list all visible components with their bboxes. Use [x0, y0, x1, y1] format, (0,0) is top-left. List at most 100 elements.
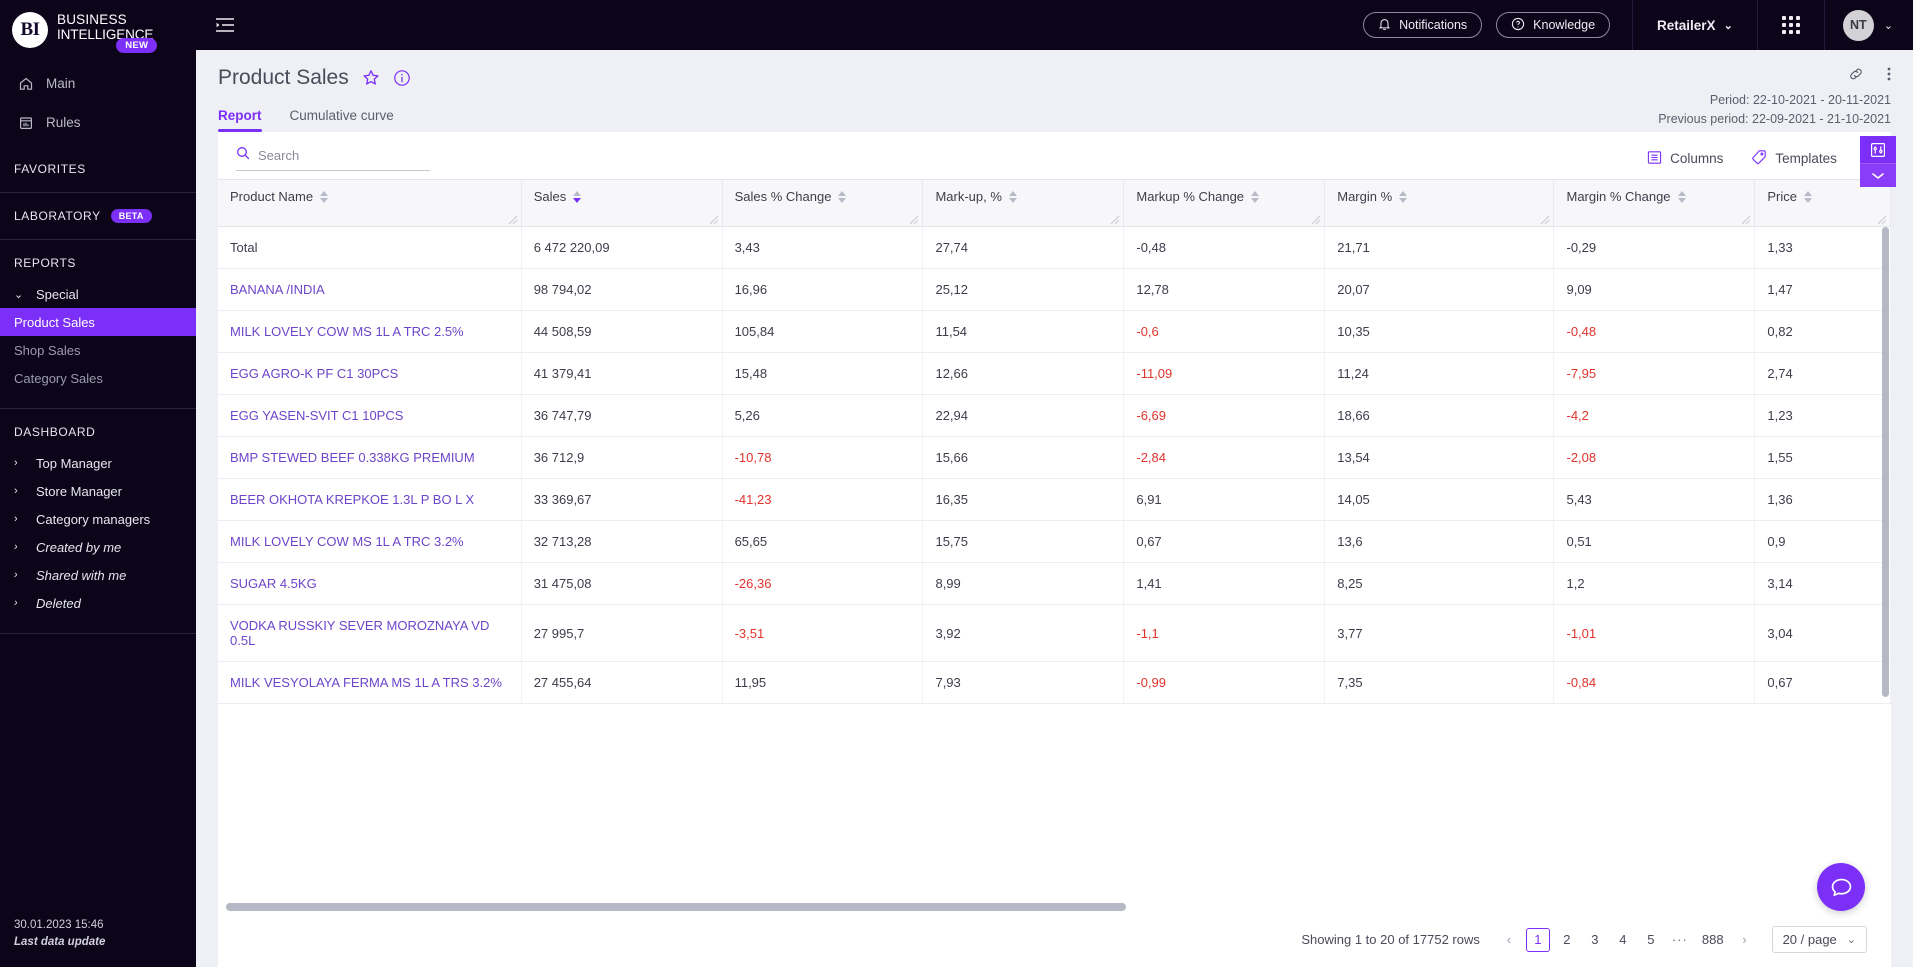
table-row[interactable]: BEER OKHOTA KREPKOE 1.3L P BO L X 33 369,… — [218, 478, 1891, 521]
sidebar-item-product-sales[interactable]: Product Sales — [0, 308, 196, 336]
sidebar-item-main[interactable]: Main — [0, 64, 196, 103]
sort-toggle-icon[interactable] — [573, 190, 582, 203]
sidebar-item-category-sales[interactable]: Category Sales — [0, 364, 196, 392]
cell-product-name[interactable]: MILK LOVELY COW MS 1L A TRC 3.2% — [218, 520, 522, 563]
pagination-page-2[interactable]: 2 — [1563, 932, 1571, 947]
tab-cumulative-curve[interactable]: Cumulative curve — [290, 108, 394, 132]
cell-product-name[interactable]: VODKA RUSSKIY SEVER MOROZNAYA VD 0.5L — [218, 604, 522, 662]
table-vertical-scrollbar[interactable] — [1882, 227, 1889, 697]
table-row[interactable]: EGG YASEN-SVIT C1 10PCS 36 747,79 5,26 22,9… — [218, 394, 1891, 437]
sidebar-item-deleted[interactable]: › Deleted — [0, 589, 196, 617]
column-resize-handle[interactable] — [508, 213, 518, 225]
apps-grid-icon[interactable] — [1758, 16, 1824, 34]
pagination-prev[interactable]: ‹ — [1506, 932, 1512, 947]
table-row[interactable]: SUGAR 4.5KG 31 475,08 -26,36 8,99 1,41 8,25 1,… — [218, 562, 1891, 605]
sort-toggle-icon[interactable] — [1677, 190, 1686, 203]
pagination-last-page[interactable]: 888 — [1701, 932, 1724, 947]
sidebar-item-category-managers[interactable]: › Category managers — [0, 505, 196, 533]
cell-product-name[interactable]: EGG AGRO-K PF C1 30PCS — [218, 352, 522, 395]
cell-product-name[interactable]: SUGAR 4.5KG — [218, 562, 522, 605]
sort-toggle-icon[interactable] — [838, 190, 847, 203]
table-horizontal-scrollbar[interactable] — [218, 900, 1891, 914]
chevron-right-icon: › — [14, 597, 18, 609]
sidebar-item-shared-with-me[interactable]: › Shared with me — [0, 561, 196, 589]
cell-margin: 3,77 — [1324, 604, 1555, 662]
cell-product-name[interactable]: BANANA /INDIA — [218, 268, 522, 311]
chat-support-button[interactable] — [1817, 863, 1865, 911]
cell-product-name[interactable]: MILK VESYOLAYA FERMA MS 1L A TRS 3.2% — [218, 661, 522, 704]
cell-product-name[interactable]: MILK LOVELY COW MS 1L A TRC 2.5% — [218, 310, 522, 353]
table-row[interactable]: BANANA /INDIA 98 794,02 16,96 25,12 12,78 20,… — [218, 268, 1891, 311]
sidebar-group-special[interactable]: ⌄ Special — [0, 280, 196, 308]
sidebar-item-store-manager[interactable]: › Store Manager — [0, 477, 196, 505]
column-resize-handle[interactable] — [1741, 213, 1751, 225]
column-resize-handle[interactable] — [1110, 213, 1120, 225]
notifications-button[interactable]: Notifications — [1363, 12, 1483, 38]
table-row[interactable]: MILK LOVELY COW MS 1L A TRC 2.5% 44 508,5… — [218, 310, 1891, 353]
table-row[interactable]: EGG AGRO-K PF C1 30PCS 41 379,41 15,48 12,6… — [218, 352, 1891, 395]
table-row[interactable]: MILK VESYOLAYA FERMA MS 1L A TRS 3.2% 27 … — [218, 661, 1891, 704]
column-resize-handle[interactable] — [709, 213, 719, 225]
column-header-product-name[interactable]: Product Name — [218, 179, 522, 227]
user-menu[interactable]: NT ⌄ — [1825, 9, 1913, 41]
cell-margin-change: 1,2 — [1553, 562, 1756, 605]
panel-expand-chevron-icon[interactable] — [1860, 163, 1896, 187]
column-header-sales-change[interactable]: Sales % Change — [722, 179, 924, 227]
column-header-margin[interactable]: Margin % — [1324, 179, 1555, 227]
column-header-sales[interactable]: Sales — [521, 179, 723, 227]
sort-toggle-icon[interactable] — [1251, 190, 1260, 203]
pagination-page-1[interactable]: 1 — [1525, 927, 1550, 952]
sort-toggle-icon[interactable] — [1804, 190, 1812, 203]
settings-sliders-icon[interactable] — [1860, 136, 1896, 163]
sort-toggle-icon[interactable] — [1399, 190, 1408, 203]
more-options-icon[interactable] — [1887, 66, 1891, 82]
column-resize-handle[interactable] — [1877, 213, 1887, 225]
info-icon[interactable] — [393, 69, 411, 87]
tab-report-label: Report — [218, 108, 262, 123]
sidebar-collapse-icon[interactable] — [214, 14, 236, 36]
column-resize-handle[interactable] — [1311, 213, 1321, 225]
column-resize-handle[interactable] — [909, 213, 919, 225]
search-box[interactable] — [236, 146, 430, 171]
org-switcher[interactable]: RetailerX ⌄ — [1633, 0, 1757, 50]
brand-logo-block[interactable]: BI BUSINESS INTELLIGENCE NEW — [0, 0, 196, 53]
scrollbar-thumb[interactable] — [226, 903, 1126, 911]
link-icon[interactable] — [1847, 65, 1865, 83]
per-page-select[interactable]: 20 / page ⌄ — [1771, 926, 1867, 953]
sidebar-item-created-by-me[interactable]: › Created by me — [0, 533, 196, 561]
favorite-star-icon[interactable] — [362, 69, 380, 87]
sidebar-item-top-manager[interactable]: › Top Manager — [0, 449, 196, 477]
org-name: RetailerX — [1657, 17, 1716, 33]
cell-product-name[interactable]: EGG YASEN-SVIT C1 10PCS — [218, 394, 522, 437]
cell-mark-up: 3,92 — [922, 604, 1125, 662]
pagination-page-3[interactable]: 3 — [1591, 932, 1599, 947]
pagination-next[interactable]: › — [1742, 932, 1747, 947]
sidebar-item-store-manager-label: Store Manager — [36, 483, 122, 499]
divider — [0, 192, 196, 193]
sidebar-item-shop-sales[interactable]: Shop Sales — [0, 336, 196, 364]
knowledge-button[interactable]: Knowledge — [1496, 12, 1611, 38]
column-header-margin-change[interactable]: Margin % Change — [1553, 179, 1756, 227]
table-row-total[interactable]: Total 6 472 220,09 3,43 27,74 -0,48 21,71 -0,2… — [218, 226, 1891, 269]
cell-product-name[interactable]: BEER OKHOTA KREPKOE 1.3L P BO L X — [218, 478, 522, 521]
column-header-markup-change[interactable]: Markup % Change — [1123, 179, 1326, 227]
cell-product-name[interactable]: BMP STEWED BEEF 0.338KG PREMIUM — [218, 436, 522, 479]
search-input[interactable] — [258, 148, 430, 163]
templates-button[interactable]: Templates — [1751, 149, 1837, 168]
column-resize-handle[interactable] — [1540, 213, 1550, 225]
sidebar-item-rules[interactable]: Rules — [0, 103, 196, 142]
sidebar-section-laboratory[interactable]: LABORATORY BETA — [0, 199, 196, 233]
cell-price: 0,9 — [1754, 520, 1891, 563]
sort-toggle-icon[interactable] — [1008, 190, 1017, 203]
columns-button[interactable]: Columns — [1647, 150, 1723, 168]
table-row[interactable]: BMP STEWED BEEF 0.338KG PREMIUM 36 712,9-… — [218, 436, 1891, 479]
column-header-mark-up[interactable]: Mark-up, % — [922, 179, 1125, 227]
table-scroll-area[interactable]: Product Name Sales Sales % Change Mark-up, … — [218, 179, 1891, 900]
sort-toggle-icon[interactable] — [320, 190, 329, 203]
column-header-price[interactable]: Price — [1754, 179, 1891, 227]
table-row[interactable]: MILK LOVELY COW MS 1L A TRC 3.2% 32 713,2… — [218, 520, 1891, 563]
tab-report[interactable]: Report — [218, 108, 262, 132]
pagination-page-5[interactable]: 5 — [1647, 932, 1655, 947]
table-row[interactable]: VODKA RUSSKIY SEVER MOROZNAYA VD 0.5L 27 … — [218, 604, 1891, 662]
pagination-page-4[interactable]: 4 — [1619, 932, 1627, 947]
